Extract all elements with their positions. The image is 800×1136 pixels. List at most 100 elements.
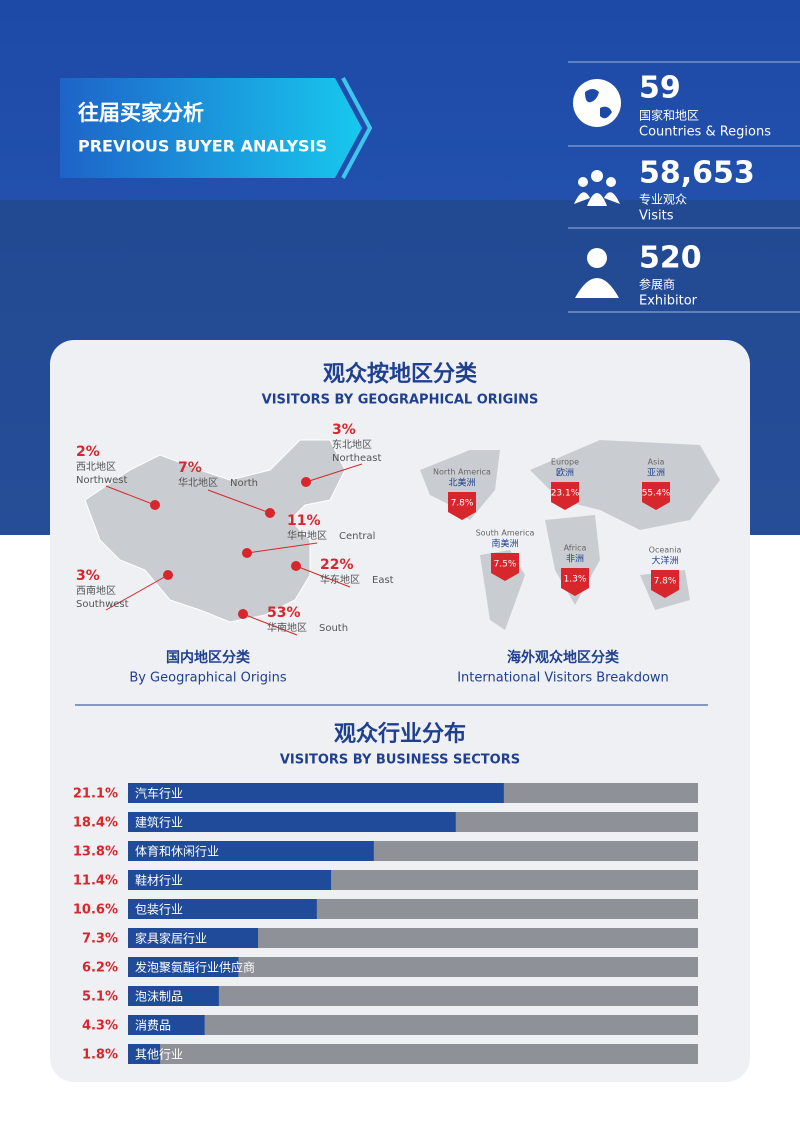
- stat-label: 参展商: [639, 277, 675, 292]
- pin: [242, 548, 252, 558]
- chevron: [341, 77, 373, 179]
- continent-en: South America: [476, 529, 535, 538]
- stat-value: 58,653: [639, 156, 755, 191]
- region-value: 53%: [267, 605, 301, 621]
- continent-cn: 欧洲: [556, 467, 574, 479]
- region-value: 2%: [76, 444, 100, 460]
- stats: 59 国家和地区 Countries & Regions 58,653 专业观众…: [639, 71, 771, 309]
- bar-value: 18.4%: [73, 816, 118, 831]
- leader: [105, 574, 169, 611]
- pin: [238, 609, 248, 619]
- flag: [651, 570, 679, 598]
- caption: 国内地区分类: [166, 649, 251, 666]
- stat-label: 专业观众: [639, 192, 687, 207]
- bar-track: [128, 928, 698, 948]
- region-value: 3%: [76, 568, 100, 584]
- stat-value: 520: [639, 241, 702, 276]
- stat-label: Countries & Regions: [639, 125, 771, 140]
- banner: [60, 78, 362, 178]
- bar-label: 鞋材行业: [135, 873, 183, 888]
- flag: [448, 492, 476, 520]
- bar: [128, 928, 259, 948]
- bar-label: 消费品: [135, 1019, 171, 1033]
- leader: [295, 565, 351, 588]
- continent-cn: 亚洲: [647, 468, 665, 479]
- caption: By Geographical Origins: [129, 671, 287, 686]
- region-en: Northwest: [76, 475, 128, 486]
- bar-track: [128, 957, 698, 977]
- continent-cn: 大洋洲: [651, 555, 678, 567]
- continent-cn: 北美洲: [448, 477, 475, 489]
- region-cn: 华南地区: [267, 621, 307, 634]
- leader: [207, 489, 271, 514]
- caption: International Visitors Breakdown: [457, 671, 669, 686]
- region-en: Northeast: [332, 453, 381, 464]
- caption: 海外观众地区分类: [507, 649, 620, 666]
- continent-cn: 非洲: [566, 553, 584, 565]
- stat-label: Visits: [639, 209, 674, 224]
- region-value: 11%: [287, 513, 321, 529]
- flag: [561, 568, 589, 596]
- bar-label: 汽车行业: [135, 786, 183, 801]
- continent-value: 23.1%: [551, 489, 580, 499]
- bar-value: 10.6%: [73, 903, 118, 918]
- bar-track: [128, 1044, 698, 1064]
- pin: [150, 500, 160, 510]
- region-cn: 西南地区: [76, 584, 116, 597]
- pin: [291, 561, 301, 571]
- continent-value: 55.4%: [642, 489, 671, 499]
- geo-title: 观众按地区分类: [323, 361, 478, 387]
- region-en: South: [319, 623, 348, 634]
- region-value: 7%: [178, 460, 202, 476]
- continent-en: Oceania: [649, 546, 682, 555]
- bar-label: 建筑行业: [135, 815, 183, 830]
- continent-value: 7.8%: [654, 577, 677, 587]
- stat-value: 59: [639, 71, 681, 106]
- bar-label: 包装行业: [135, 903, 183, 917]
- continent-cn: 南美洲: [491, 538, 518, 550]
- region-cn: 东北地区: [332, 438, 372, 451]
- bar-value: 7.3%: [82, 932, 118, 947]
- flag: [491, 553, 519, 581]
- region-cn: 西北地区: [76, 460, 116, 473]
- continent-value: 7.5%: [494, 560, 517, 570]
- header-subtitle: PREVIOUS BUYER ANALYSIS: [78, 137, 327, 156]
- leader: [105, 485, 156, 506]
- sectors-subtitle: VISITORS BY BUSINESS SECTORS: [280, 753, 520, 768]
- flag: [642, 482, 670, 510]
- bar: [128, 812, 456, 832]
- bar-value: 5.1%: [82, 990, 118, 1005]
- bar-label: 发泡聚氨酯行业供应商: [135, 960, 255, 975]
- region-en: East: [372, 575, 394, 586]
- bar-value: 13.8%: [73, 845, 118, 860]
- region-value: 3%: [332, 422, 356, 438]
- continent-en: Asia: [648, 458, 665, 467]
- region-cn: 华北地区: [178, 476, 218, 489]
- bar-track: [128, 986, 698, 1006]
- continent-en: Africa: [564, 544, 587, 553]
- region-cn: 华中地区: [287, 529, 327, 542]
- bar: [128, 986, 219, 1006]
- bar-label: 家具家居行业: [135, 931, 207, 946]
- sector-bars: 汽车行业 21.1% 建筑行业 18.4% 体育和休闲行业 13.8% 鞋材行业 11.4% 包…: [73, 783, 698, 1064]
- pin: [265, 508, 275, 518]
- bar-value: 1.8%: [82, 1048, 118, 1063]
- region-value: 22%: [320, 557, 354, 573]
- flag: [551, 482, 579, 510]
- continent-value: 1.3%: [564, 575, 587, 585]
- bar-track: [128, 1015, 698, 1035]
- geo-subtitle: VISITORS BY GEOGRAPHICAL ORIGINS: [262, 393, 539, 408]
- stat-icons: [573, 79, 621, 298]
- bar: [128, 899, 317, 919]
- bar-value: 4.3%: [82, 1019, 118, 1034]
- header-title: 往届买家分析: [78, 101, 204, 125]
- leader: [305, 463, 363, 483]
- bar: [128, 841, 374, 861]
- china-map: [84, 439, 346, 623]
- bar: [128, 783, 504, 803]
- bar-value: 11.4%: [73, 874, 118, 889]
- region-en: Southwest: [76, 599, 129, 610]
